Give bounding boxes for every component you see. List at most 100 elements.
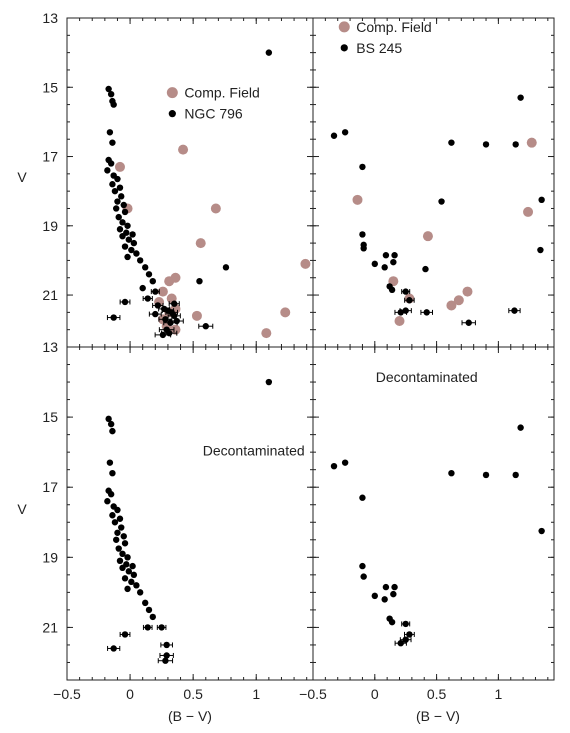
- panel-annotation: Decontaminated: [376, 369, 478, 385]
- cluster-star-point: [145, 271, 153, 278]
- cluster-star-point: [330, 132, 338, 139]
- cluster-star-point: [465, 319, 472, 326]
- cluster-star-point: [115, 213, 122, 221]
- cluster-star-point: [142, 599, 149, 607]
- cluster-star-point: [114, 198, 121, 205]
- cluster-star-point: [388, 618, 396, 626]
- cluster-star-point: [482, 471, 490, 479]
- y-tick-label: 21: [42, 619, 58, 635]
- y-tick-label: 21: [42, 287, 58, 303]
- cluster-star-point: [119, 550, 126, 558]
- cluster-star-point: [120, 533, 127, 540]
- cluster-star-point: [422, 265, 429, 273]
- x-axis-label-right: (B − V): [416, 708, 460, 724]
- cluster-star-point: [121, 540, 129, 547]
- cluster-star-point: [136, 589, 144, 596]
- cluster-star-point: [149, 278, 156, 285]
- cluster-star-point: [152, 288, 159, 295]
- x-tick-label: 1: [494, 686, 502, 702]
- cluster-star-point: [265, 378, 273, 386]
- x-tick-label: 1: [252, 686, 260, 702]
- cluster-star-point: [115, 545, 122, 552]
- cluster-star-point: [265, 49, 273, 56]
- cluster-star-point: [121, 631, 129, 638]
- cluster-star-point: [113, 536, 120, 543]
- cluster-star-point: [113, 205, 120, 212]
- cluster-star-point: [124, 585, 131, 593]
- cluster-star-point: [390, 590, 397, 598]
- cluster-star-point: [116, 515, 124, 522]
- legend-marker: [168, 110, 176, 118]
- y-tick-label: 13: [42, 10, 58, 26]
- cluster-star-point: [109, 469, 116, 477]
- cluster-star-point: [382, 583, 390, 591]
- cluster-star-point: [107, 160, 115, 167]
- cluster-star-point: [121, 208, 129, 216]
- cluster-star-point: [130, 571, 138, 579]
- cluster-star-point: [149, 613, 156, 621]
- cluster-star-point: [517, 94, 524, 101]
- cluster-star-point: [171, 312, 178, 320]
- cluster-star-point: [105, 415, 112, 423]
- cluster-star-point: [330, 462, 338, 470]
- cluster-star-point: [165, 329, 173, 337]
- cluster-star-point: [381, 596, 388, 603]
- y-axis-label-top: V: [17, 169, 27, 185]
- panel-bottom-right: −0.5 0 0.5 1 Decontaminated: [299, 346, 554, 702]
- cluster-star-point: [397, 639, 404, 647]
- cluster-star-point: [118, 524, 125, 531]
- y-tick-label: 13: [42, 339, 58, 355]
- cluster-star-point: [512, 471, 519, 479]
- cluster-star-point: [114, 529, 121, 536]
- cluster-star-point: [381, 264, 388, 271]
- x-tick-label: 0: [371, 686, 379, 702]
- cluster-star-point: [359, 231, 366, 238]
- legend-label: NGC 796: [184, 106, 243, 122]
- cluster-star-point: [125, 568, 133, 575]
- cluster-star-point: [110, 314, 117, 321]
- cluster-star-point: [109, 427, 116, 435]
- cluster-star-point: [423, 309, 430, 316]
- field-star-point: [300, 258, 311, 269]
- cluster-star-point: [538, 527, 545, 535]
- x-axis-label-left: (B − V): [168, 708, 212, 724]
- y-tick-label: 19: [42, 549, 58, 565]
- x-tick-label: −0.5: [53, 686, 81, 702]
- cluster-star-point: [538, 196, 545, 204]
- cluster-star-point: [402, 636, 409, 643]
- y-tick-label: 17: [42, 149, 58, 165]
- field-star-point: [453, 295, 464, 306]
- cluster-star-point: [390, 258, 397, 266]
- cluster-star-point: [116, 226, 124, 233]
- x-tick-label: −0.5: [299, 686, 327, 702]
- cluster-star-point: [402, 620, 409, 628]
- cluster-star-point: [163, 641, 170, 649]
- cluster-star-point: [162, 657, 169, 664]
- cluster-star-point: [109, 181, 116, 188]
- cluster-star-point: [105, 85, 112, 93]
- cluster-star-point: [171, 300, 178, 307]
- field-star-point: [178, 144, 189, 155]
- cluster-star-point: [125, 236, 133, 243]
- cluster-star-point: [109, 139, 116, 146]
- cluster-star-point: [406, 631, 413, 638]
- x-tick-label: 0: [126, 686, 134, 702]
- cluster-star-point: [152, 310, 159, 318]
- field-star-point: [170, 324, 181, 335]
- field-star-point: [164, 276, 175, 287]
- field-star-point: [195, 238, 206, 249]
- cluster-star-point: [173, 317, 180, 325]
- legend-label: Comp. Field: [356, 19, 431, 35]
- cluster-star-point: [391, 252, 398, 259]
- cluster-star-point: [124, 253, 131, 261]
- cluster-star-point: [110, 101, 117, 108]
- panel-bottom-left: 15 17 19 21 13 −0.5 0 0.5 1 Decontaminated: [42, 339, 313, 702]
- cluster-star-point: [106, 459, 114, 466]
- cluster-star-point: [118, 193, 125, 200]
- cluster-star-point: [391, 583, 398, 591]
- cluster-star-point: [517, 424, 524, 431]
- cluster-star-point: [129, 231, 136, 238]
- cluster-star-point: [139, 284, 146, 292]
- cluster-star-point: [360, 573, 367, 580]
